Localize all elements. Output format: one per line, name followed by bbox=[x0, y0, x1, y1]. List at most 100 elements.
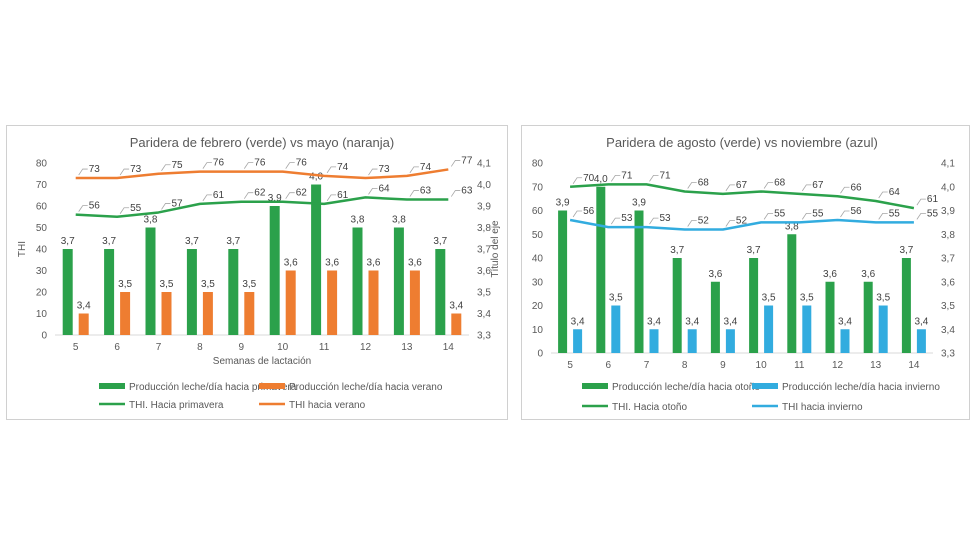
x-tick-label: 11 bbox=[319, 342, 330, 353]
line-data-label: 55 bbox=[889, 208, 901, 219]
bar-series-1 bbox=[749, 258, 759, 353]
bar-series-2 bbox=[368, 270, 379, 335]
bar-series-2 bbox=[840, 329, 850, 353]
bar-series-1 bbox=[787, 234, 797, 353]
chart-panel-right: Paridera de agosto (verde) vs noviembre … bbox=[521, 125, 970, 420]
line-data-label: 76 bbox=[213, 158, 225, 169]
line-data-label: 61 bbox=[927, 194, 939, 205]
line-data-label: 53 bbox=[660, 213, 672, 224]
bar-data-label: 3,9 bbox=[632, 198, 646, 209]
line-label-leader bbox=[409, 190, 419, 197]
y-tick-label: 60 bbox=[36, 202, 48, 213]
bar-series-1 bbox=[311, 184, 322, 335]
y-tick-label: 70 bbox=[36, 180, 48, 191]
bar-data-label: 4,0 bbox=[594, 174, 608, 185]
y2-axis-title: Título del eje bbox=[490, 220, 501, 278]
line-series-2 bbox=[569, 218, 914, 231]
bar-series-2 bbox=[611, 305, 621, 353]
legend-entry: THI hacia invierno bbox=[782, 402, 863, 413]
line-data-label: 76 bbox=[296, 158, 308, 169]
bar-series-2 bbox=[285, 270, 296, 335]
line-data-label: 56 bbox=[89, 201, 101, 212]
y-tick-label: 0 bbox=[537, 349, 543, 360]
line-label-leader bbox=[78, 168, 88, 176]
line-label-leader bbox=[610, 174, 621, 182]
line-label-leader bbox=[450, 160, 461, 167]
bar-series-1 bbox=[352, 227, 363, 335]
bar-data-label: 3,6 bbox=[367, 258, 381, 269]
bar-data-label: 3,5 bbox=[800, 293, 814, 304]
bar-data-label: 3,5 bbox=[242, 279, 256, 290]
line-label-leader bbox=[763, 212, 774, 220]
line-data-label: 62 bbox=[254, 188, 266, 199]
x-tick-label: 14 bbox=[443, 342, 455, 353]
line-data-label: 64 bbox=[379, 183, 391, 194]
line-data-label: 74 bbox=[337, 162, 349, 173]
chart-svg-right: Paridera de agosto (verde) vs noviembre … bbox=[532, 135, 955, 413]
legend-entry: Producción leche/día hacia primavera bbox=[129, 382, 297, 393]
bar-series-1 bbox=[558, 210, 568, 353]
line-label-leader bbox=[572, 177, 583, 184]
bar-series-2 bbox=[687, 329, 697, 353]
x-axis-title: Semanas de lactación bbox=[213, 356, 311, 367]
bar-data-label: 3,7 bbox=[61, 236, 75, 247]
line-label-leader bbox=[878, 191, 888, 199]
line-series-2 bbox=[75, 168, 449, 180]
x-tick-label: 10 bbox=[756, 360, 768, 371]
line-label-leader bbox=[202, 194, 212, 202]
line-label-leader bbox=[409, 166, 419, 174]
line-data-label: 52 bbox=[698, 216, 710, 227]
line-data-label: 55 bbox=[812, 208, 824, 219]
line-data-label: 73 bbox=[379, 164, 391, 175]
bar-series-1 bbox=[672, 258, 682, 353]
x-tick-label: 13 bbox=[401, 342, 413, 353]
bar-series-1 bbox=[710, 281, 720, 353]
bar-series-1 bbox=[596, 186, 606, 353]
line-label-leader bbox=[916, 198, 926, 206]
line-series-1 bbox=[570, 183, 915, 210]
bar-data-label: 3,7 bbox=[747, 245, 761, 256]
line-label-leader bbox=[572, 210, 583, 218]
bar-series-2 bbox=[878, 305, 888, 353]
x-tick-label: 9 bbox=[720, 360, 726, 371]
bar-data-label: 3,9 bbox=[556, 198, 570, 209]
bar-series-1 bbox=[825, 281, 835, 353]
bar-data-label: 3,4 bbox=[647, 316, 661, 327]
bar-series-2 bbox=[916, 329, 926, 353]
chart-title: Paridera de agosto (verde) vs noviembre … bbox=[606, 135, 878, 150]
bar-series-2 bbox=[78, 313, 89, 335]
line-data-label: 55 bbox=[927, 208, 939, 219]
x-tick-label: 5 bbox=[567, 360, 573, 371]
bar-series-1 bbox=[435, 249, 446, 335]
bar-series-1 bbox=[186, 249, 197, 335]
y2-tick-label: 4,1 bbox=[941, 159, 955, 170]
chart-title: Paridera de febrero (verde) vs mayo (nar… bbox=[130, 135, 394, 150]
line-label-leader bbox=[725, 220, 735, 227]
x-tick-label: 9 bbox=[239, 342, 245, 353]
bar-data-label: 3,9 bbox=[268, 193, 282, 204]
line-data-label: 70 bbox=[583, 173, 595, 184]
line-data-label: 52 bbox=[736, 216, 748, 227]
line-label-leader bbox=[916, 212, 926, 220]
y2-tick-label: 3,7 bbox=[477, 245, 491, 256]
y2-tick-label: 3,9 bbox=[477, 202, 491, 213]
y-tick-label: 10 bbox=[36, 309, 48, 320]
bar-data-label: 3,8 bbox=[392, 215, 406, 226]
y-tick-label: 20 bbox=[532, 301, 544, 312]
bar-series-1 bbox=[634, 210, 644, 353]
line-label-leader bbox=[840, 210, 850, 218]
line-data-label: 73 bbox=[89, 164, 101, 175]
line-label-leader bbox=[450, 190, 461, 197]
legend-swatch-bar bbox=[752, 383, 778, 389]
line-data-label: 76 bbox=[254, 158, 266, 169]
line-data-label: 64 bbox=[889, 187, 901, 198]
bar-series-2 bbox=[327, 270, 338, 335]
y2-tick-label: 3,4 bbox=[477, 309, 491, 320]
legend-entry: Producción leche/día hacia verano bbox=[289, 382, 443, 393]
x-tick-label: 10 bbox=[277, 342, 289, 353]
line-label-leader bbox=[687, 182, 697, 189]
line-label-leader bbox=[840, 186, 850, 194]
bar-series-2 bbox=[409, 270, 420, 335]
line-data-label: 56 bbox=[851, 206, 863, 217]
x-tick-label: 5 bbox=[73, 342, 79, 353]
